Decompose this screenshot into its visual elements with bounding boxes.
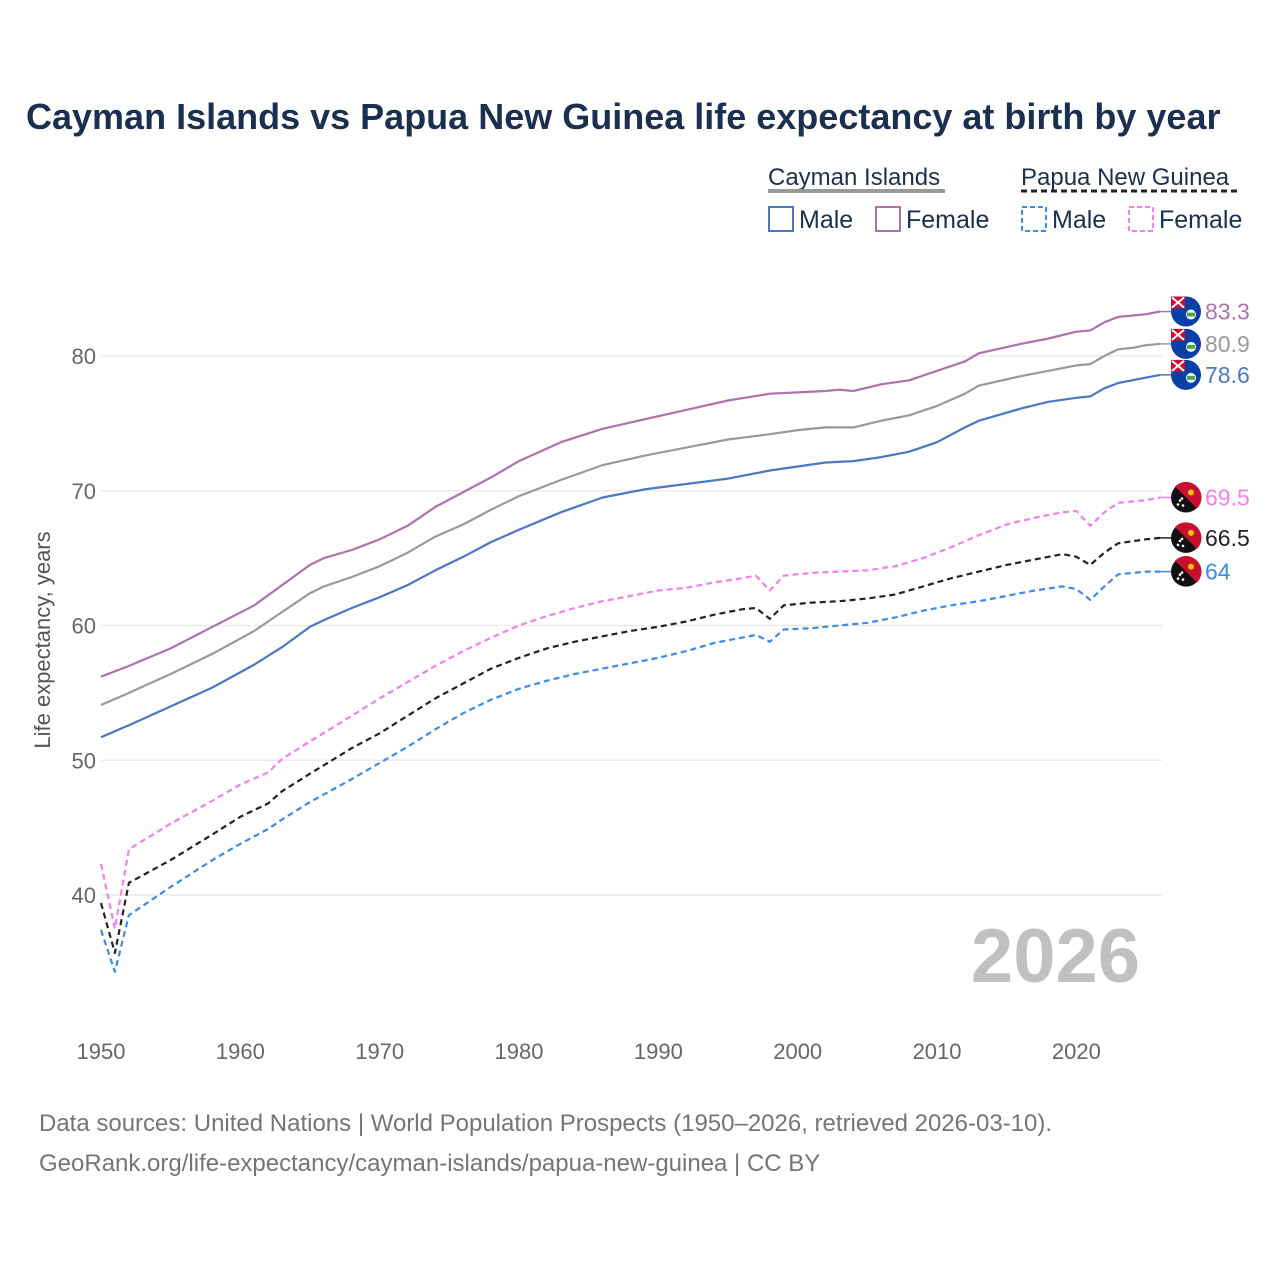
series-line-cayman-islands-female (100, 310, 1161, 678)
y-tick-40: 40 (72, 883, 96, 908)
end-label-papua-new-guinea-total: 66.5 (1205, 525, 1250, 551)
y-axis-label: Life expectancy, years (30, 531, 55, 748)
x-tick-1980: 1980 (495, 1039, 544, 1064)
source-line: Data sources: United Nations | World Pop… (39, 1110, 1052, 1137)
x-tick-2020: 2020 (1052, 1039, 1101, 1064)
x-tick-2010: 2010 (913, 1039, 962, 1064)
png-flag-icon (1171, 556, 1202, 587)
cayman-flag-icon (1171, 328, 1201, 359)
gridlines (101, 355, 1162, 896)
series-lines (99, 310, 1161, 973)
y-axis-ticks: 40 50 60 70 80 (72, 344, 96, 908)
png-flag-icon (1171, 522, 1202, 553)
x-tick-1950: 1950 (77, 1039, 126, 1064)
x-tick-1990: 1990 (634, 1039, 683, 1064)
x-tick-1970: 1970 (355, 1039, 404, 1064)
y-tick-50: 50 (72, 748, 96, 773)
series-line-papua-new-guinea-female (99, 496, 1161, 930)
chart-title: Cayman Islands vs Papua New Guinea life … (26, 96, 1220, 137)
end-label-cayman-islands-total: 80.9 (1205, 331, 1250, 357)
end-label-cayman-islands-male: 78.6 (1205, 362, 1250, 388)
cayman-flag-icon (1171, 296, 1201, 327)
legend-label-cayman-male: Male (799, 206, 853, 234)
series-line-papua-new-guinea-total (99, 536, 1161, 954)
legend-swatch-png-female (1128, 206, 1154, 232)
credit-line: GeoRank.org/life-expectancy/cayman-islan… (39, 1150, 820, 1177)
y-tick-60: 60 (72, 614, 96, 639)
y-tick-80: 80 (72, 344, 96, 369)
legend-swatch-cayman-female (875, 206, 901, 232)
series-line-cayman-islands-male (100, 373, 1161, 739)
end-label-cayman-islands-female: 83.3 (1205, 299, 1250, 325)
end-label-papua-new-guinea-female: 69.5 (1205, 484, 1250, 510)
legend-label-png-female: Female (1159, 206, 1242, 234)
x-tick-1960: 1960 (216, 1039, 265, 1064)
series-line-cayman-islands-total (100, 342, 1161, 707)
legend-swatch-cayman-male (768, 206, 794, 232)
end-markers: 83.3 80.9 78.6 69.5 66.5 64 (1160, 296, 1250, 587)
legend-label-png-male: Male (1052, 206, 1106, 234)
year-watermark: 2026 (971, 914, 1140, 999)
legend-swatch-png-male (1021, 206, 1047, 232)
y-tick-70: 70 (72, 479, 96, 504)
end-label-papua-new-guinea-male: 64 (1205, 559, 1231, 585)
png-flag-icon (1171, 481, 1202, 513)
cayman-flag-icon (1171, 359, 1201, 390)
legend-group-cayman: Cayman Islands (768, 164, 940, 191)
series-line-papua-new-guinea-male (99, 570, 1160, 973)
legend-group-png: Papua New Guinea (1021, 164, 1230, 191)
legend-label-cayman-female: Female (906, 206, 989, 234)
legend: Cayman Islands Papua New Guinea Male Fem… (768, 164, 1242, 234)
x-axis-ticks: 1950 1960 1970 1980 1990 2000 2010 2020 (77, 1039, 1101, 1064)
x-tick-2000: 2000 (773, 1039, 822, 1064)
